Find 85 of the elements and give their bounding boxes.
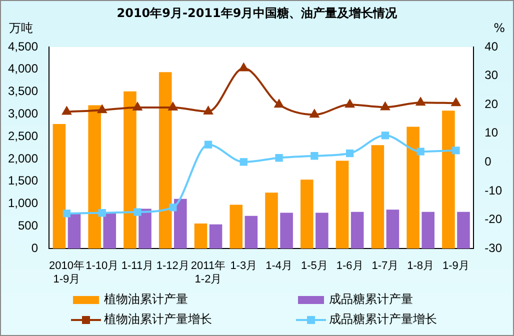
y-tick-label: 2,500 <box>8 128 38 143</box>
point <box>168 102 178 110</box>
point <box>204 140 212 148</box>
bar <box>124 91 136 249</box>
y-tick-label: 500 <box>18 218 38 233</box>
y-tick-label: 1,500 <box>8 174 38 188</box>
x-tick-label: 1-5月 <box>300 260 328 272</box>
bar <box>280 212 293 249</box>
y-tick-label: 0 <box>31 240 38 255</box>
y-tick-label: 4,000 <box>8 62 38 76</box>
point <box>62 210 71 218</box>
bar <box>371 145 384 249</box>
bar <box>138 208 152 249</box>
bar <box>244 216 258 249</box>
point <box>416 148 424 156</box>
bar <box>209 224 222 249</box>
y2-tick-label: 0 <box>484 154 492 169</box>
bar <box>406 126 420 249</box>
bar <box>457 212 470 249</box>
point <box>98 105 107 114</box>
bar <box>350 212 364 249</box>
legend-label: 成品糖累计产量 <box>329 291 413 308</box>
bar <box>52 124 66 249</box>
bar <box>88 105 101 249</box>
bar <box>68 214 81 249</box>
x-tick-label: 1-10月 <box>86 260 119 272</box>
legend-label: 植物油累计产量 <box>104 291 188 308</box>
y2-tick-label: -10 <box>484 183 502 198</box>
bar <box>103 212 116 249</box>
y2-tick-label: 10 <box>484 126 498 140</box>
x-tick-label: 1-8月 <box>407 260 434 272</box>
y2-tick-label: 30 <box>484 68 498 82</box>
point <box>204 106 213 115</box>
y-tick-label: 2,000 <box>8 151 38 166</box>
bar <box>316 212 328 249</box>
y-axis-title: 万吨 <box>9 21 33 36</box>
x-tick-label: 1-11月 <box>121 260 154 272</box>
legend-label: 成品糖累计产量增长 <box>329 311 437 328</box>
y-tick-label: 1,000 <box>8 196 38 210</box>
point <box>133 102 142 110</box>
x-tick-label: 1-4月 <box>266 260 292 272</box>
y2-tick-label: -20 <box>484 212 502 226</box>
point <box>380 102 390 110</box>
point <box>310 152 318 160</box>
point <box>274 100 284 108</box>
point <box>452 146 460 154</box>
y2-tick-label: 20 <box>484 96 498 111</box>
x-tick-label: 1-3月 <box>230 260 258 272</box>
bar <box>336 160 349 249</box>
point <box>134 208 142 216</box>
y2-axis-title: % <box>494 21 505 36</box>
point <box>98 209 106 217</box>
bar <box>265 192 278 249</box>
point <box>169 204 177 212</box>
x-tick-label: 1-7月 <box>372 260 399 272</box>
point <box>239 63 248 72</box>
bar <box>194 224 208 249</box>
y-tick-label: 4,500 <box>8 39 38 54</box>
y-tick-label: 3,000 <box>8 106 38 121</box>
point <box>310 110 319 118</box>
bar <box>300 180 314 249</box>
point <box>275 154 283 162</box>
point <box>62 106 72 115</box>
point <box>345 100 354 108</box>
x-tick-label: 2010年1-9月 <box>48 260 84 286</box>
y2-tick-label: -30 <box>484 240 502 255</box>
x-tick-label: 2011年1-2月 <box>190 260 226 286</box>
bar <box>386 210 400 249</box>
point <box>452 98 460 106</box>
x-tick-label: 1-6月 <box>336 260 364 272</box>
y-tick-label: 3,500 <box>8 84 38 98</box>
chart-title: 2010年9月-2011年9月中国糖、油产量及增长情况 <box>116 5 398 22</box>
bar <box>422 212 434 249</box>
bar <box>442 110 455 249</box>
point <box>346 149 354 158</box>
bar <box>158 72 172 249</box>
point <box>240 158 248 166</box>
x-tick-label: 1-12月 <box>156 260 190 272</box>
y2-tick-label: 40 <box>484 39 498 54</box>
x-tick-label: 1-9月 <box>442 260 470 272</box>
bar <box>230 204 243 249</box>
point <box>416 98 426 106</box>
point <box>381 132 390 140</box>
legend-label: 植物油累计产量增长 <box>104 311 212 328</box>
bar <box>174 198 187 249</box>
